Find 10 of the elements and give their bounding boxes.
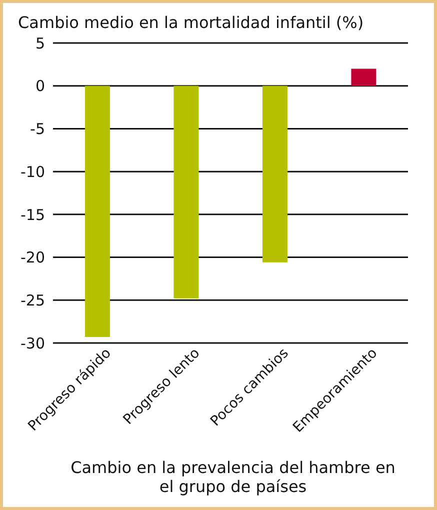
x-axis-title: Cambio en la prevalencia del hambre en el grupo de países: [70, 458, 396, 496]
y-tick-label: 5: [35, 34, 45, 52]
y-tick-label: -5: [30, 120, 45, 138]
y-tick-label: -20: [20, 248, 45, 267]
y-tick-label: -10: [20, 162, 45, 181]
y-tick-label: -15: [20, 206, 45, 224]
y-tick-label: 0: [35, 77, 45, 96]
y-tick-label: -25: [20, 291, 45, 310]
y-tick-label: -30: [20, 334, 45, 352]
chart-title: Cambio medio en la mortalidad infantil (%): [18, 13, 364, 32]
